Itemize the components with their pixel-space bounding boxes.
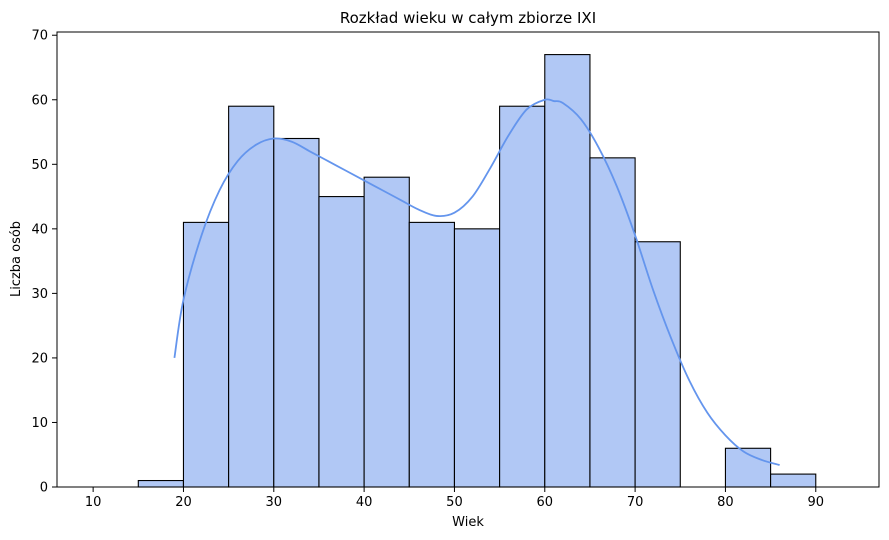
x-tick-label: 10: [85, 495, 102, 510]
x-tick-label: 20: [175, 495, 192, 510]
plot-frame: [56, 31, 880, 488]
y-tick-label: 20: [31, 351, 48, 366]
y-tick-label: 0: [40, 481, 48, 496]
x-tick-label: 70: [627, 495, 644, 510]
x-tick-label: 30: [266, 495, 283, 510]
x-axis-label: Wiek: [452, 515, 484, 530]
x-tick-label: 50: [446, 495, 463, 510]
y-axis-label: Liczba osób: [9, 221, 24, 297]
histogram-bar: [589, 157, 636, 488]
histogram-bar: [318, 196, 365, 488]
y-tick-label: 70: [31, 29, 48, 44]
bars-group: [137, 54, 817, 488]
histogram-bar: [182, 221, 230, 488]
chart-title: Rozkład wieku w całym zbiorze IXI: [340, 9, 596, 27]
x-axis-ticks: 10 20 30 40 50 60 70 80 90: [85, 487, 824, 510]
y-tick-label: 10: [31, 416, 48, 431]
x-tick-label: 80: [717, 495, 734, 510]
histogram-bar: [453, 228, 501, 488]
histogram-bar: [499, 105, 546, 488]
histogram-bar: [544, 54, 591, 488]
histogram-bar: [634, 241, 681, 488]
y-tick-label: 30: [31, 287, 48, 302]
histogram-bar: [770, 473, 817, 488]
y-tick-label: 50: [31, 158, 48, 173]
x-tick-label: 60: [537, 495, 554, 510]
histogram-bar: [408, 221, 456, 488]
kde-curve: [173, 98, 780, 466]
y-tick-label: 40: [31, 222, 48, 237]
x-tick-label: 90: [807, 495, 824, 510]
y-tick-label: 60: [31, 93, 48, 108]
histogram-bar: [363, 176, 410, 488]
histogram-bar: [137, 479, 185, 488]
histogram-bar: [273, 137, 320, 488]
y-axis-ticks: 0 10 20 30 40 50 60 70: [31, 29, 57, 496]
x-tick-label: 40: [356, 495, 373, 510]
